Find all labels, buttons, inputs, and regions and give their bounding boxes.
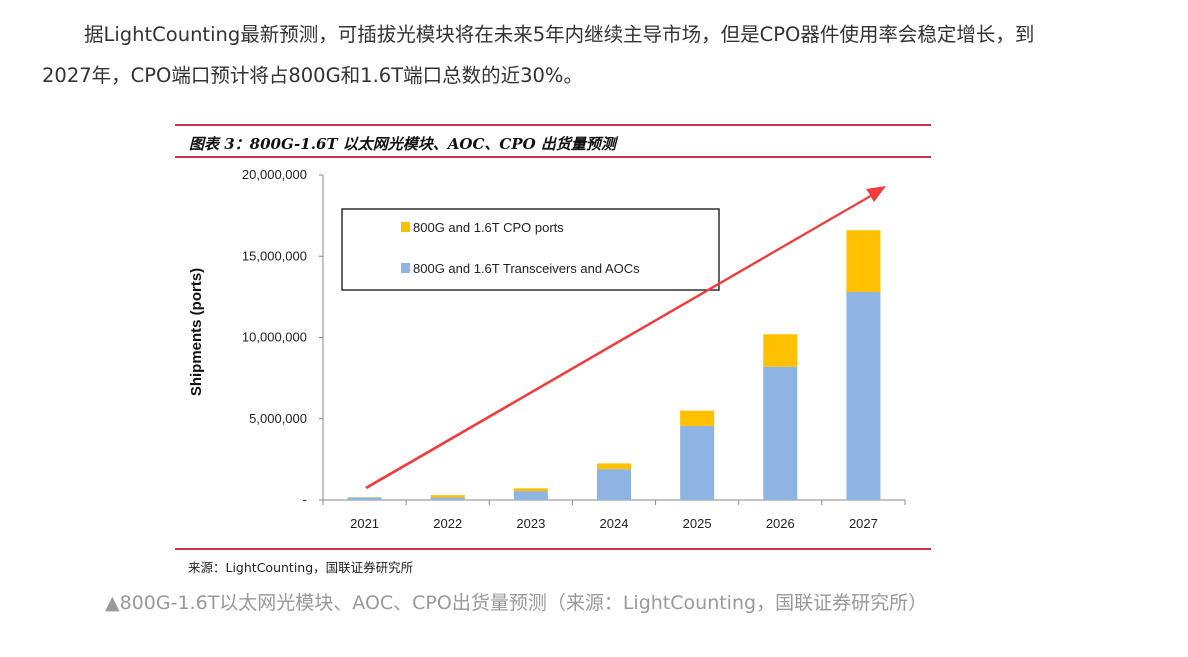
bar-cpo-2024 [597, 463, 631, 470]
bar-transceivers-2027 [846, 292, 881, 500]
bar-transceivers-2025 [680, 426, 715, 500]
y-tick-label: 10,000,000 [242, 330, 307, 345]
figure-top-rule [175, 124, 931, 126]
bar-cpo-2026 [763, 334, 798, 367]
x-tick-label: 2027 [849, 516, 878, 531]
x-tick-label: 2023 [516, 516, 545, 531]
y-tick-label: 20,000,000 [242, 167, 307, 182]
y-tick-label: 5,000,000 [249, 411, 307, 426]
x-tick-label: 2024 [600, 516, 629, 531]
bar-cpo-2025 [680, 410, 715, 427]
x-tick-label: 2021 [350, 516, 379, 531]
bar-transceivers-2024 [597, 469, 631, 500]
y-axis-label: Shipments (ports) [188, 268, 205, 396]
bar-cpo-2027 [846, 230, 881, 292]
x-tick-label: 2022 [433, 516, 462, 531]
bar-cpo-2023 [513, 488, 548, 492]
bar-cpo-2022 [430, 495, 465, 498]
y-tick-label: 15,000,000 [242, 248, 307, 263]
body-paragraph: 据LightCounting最新预测，可插拔光模块将在未来5年内继续主导市场，但… [42, 23, 1035, 87]
figure-title-rule [175, 156, 931, 158]
legend-swatch [401, 222, 410, 232]
legend-label: 800G and 1.6T CPO ports [413, 220, 564, 235]
y-tick-label: - [303, 492, 307, 507]
figure-caption: ▲800G-1.6T以太网光模块、AOC、CPO出货量预测（来源：LightCo… [105, 592, 928, 614]
figure-bottom-rule [175, 548, 931, 550]
bar-transceivers-2021 [347, 497, 382, 500]
figure-title: 图表 3：800G-1.6T 以太网光模块、AOC、CPO 出货量预测 [189, 135, 616, 153]
trend-arrow [365, 186, 886, 489]
figure-source: 来源：LightCounting，国联证券研究所 [188, 560, 414, 575]
bar-transceivers-2026 [763, 366, 798, 500]
x-tick-label: 2026 [766, 516, 795, 531]
bar-transceivers-2022 [430, 497, 465, 500]
legend-swatch [401, 263, 410, 273]
bar-transceivers-2023 [513, 491, 548, 500]
trend-arrow-shape [365, 186, 886, 489]
x-tick-label: 2025 [683, 516, 712, 531]
legend: 800G and 1.6T CPO ports 800G and 1.6T Tra… [341, 208, 720, 291]
legend-label: 800G and 1.6T Transceivers and AOCs [413, 261, 640, 276]
